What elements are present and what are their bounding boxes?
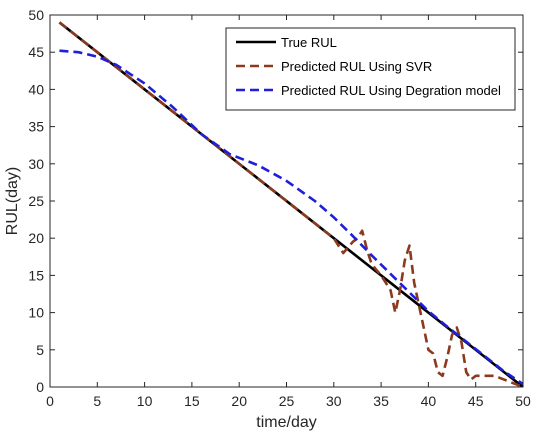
legend-label-1: True RUL bbox=[281, 35, 337, 50]
legend-label-2: Predicted RUL Using SVR bbox=[281, 59, 432, 74]
y-tick-label: 45 bbox=[28, 44, 44, 60]
legend-label-3: Predicted RUL Using Degration model bbox=[281, 83, 501, 98]
x-tick-label: 15 bbox=[184, 393, 200, 409]
y-axis-label: RUL(day) bbox=[4, 167, 21, 235]
y-tick-label: 40 bbox=[28, 81, 44, 97]
x-tick-label: 30 bbox=[326, 393, 342, 409]
y-tick-label: 50 bbox=[28, 7, 44, 23]
x-tick-label: 50 bbox=[515, 393, 531, 409]
y-tick-label: 25 bbox=[28, 193, 44, 209]
x-tick-label: 5 bbox=[93, 393, 101, 409]
legend: True RUL Predicted RUL Using SVR Predicted… bbox=[225, 27, 516, 111]
x-axis-label: time/day bbox=[256, 414, 316, 431]
x-tick-label: 20 bbox=[231, 393, 247, 409]
y-tick-label: 5 bbox=[36, 342, 44, 358]
x-tick-label: 25 bbox=[279, 393, 295, 409]
y-tick-label: 0 bbox=[36, 379, 44, 395]
x-tick-label: 40 bbox=[421, 393, 437, 409]
x-tick-label: 10 bbox=[137, 393, 153, 409]
x-tick-label: 45 bbox=[468, 393, 484, 409]
series-line-3 bbox=[59, 49, 524, 386]
y-tick-label: 10 bbox=[28, 305, 44, 321]
y-tick-label: 35 bbox=[28, 119, 44, 135]
x-tick-label: 0 bbox=[46, 393, 54, 409]
y-tick-label: 20 bbox=[28, 230, 44, 246]
y-tick-label: 30 bbox=[28, 156, 44, 172]
y-tick-label: 15 bbox=[28, 267, 44, 283]
series-line-2 bbox=[58, 21, 524, 387]
x-tick-label: 35 bbox=[373, 393, 389, 409]
